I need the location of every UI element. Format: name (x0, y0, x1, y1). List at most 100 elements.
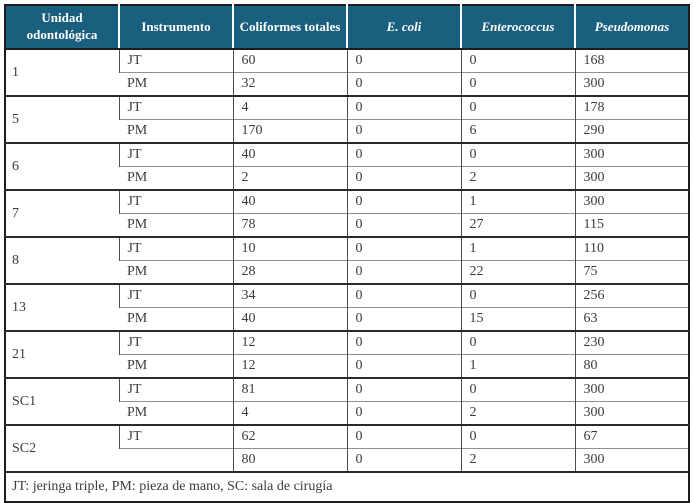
instrument-cell: JT (118, 142, 233, 167)
enterococcus-cell: 0 (460, 95, 575, 120)
ecoli-cell: 0 (346, 354, 461, 378)
table-row: PM 40 0 15 63 (5, 307, 689, 331)
coliformes-cell: 62 (232, 424, 347, 449)
coliformes-cell: 12 (232, 354, 347, 378)
column-header-0: Unidad odontológica (5, 5, 119, 50)
table-row: 7 JT 40 0 1 300 (5, 189, 689, 237)
instrument-cell: JT (118, 330, 233, 355)
pseudomonas-cell: 300 (574, 448, 689, 472)
pseudomonas-cell: 230 (574, 330, 689, 355)
pseudomonas-cell: 300 (574, 166, 689, 190)
instrument-cell: JT (118, 424, 233, 449)
coliformes-cell: 40 (232, 189, 347, 214)
enterococcus-cell: 27 (460, 213, 575, 237)
pseudomonas-cell: 300 (574, 72, 689, 96)
instrument-cell: PM (119, 401, 233, 425)
pseudomonas-cell: 63 (574, 307, 689, 331)
enterococcus-cell: 0 (460, 330, 575, 355)
enterococcus-cell: 0 (460, 424, 575, 449)
enterococcus-cell: 1 (460, 236, 575, 261)
ecoli-cell: 0 (346, 189, 461, 214)
table-row: PM 170 0 6 290 (5, 119, 689, 143)
ecoli-cell: 0 (346, 166, 461, 190)
table-row: PM 2 0 2 300 (5, 166, 689, 190)
pseudomonas-cell: 110 (574, 236, 689, 261)
ecoli-cell: 0 (346, 283, 461, 308)
pseudomonas-cell: 75 (574, 260, 689, 284)
enterococcus-cell: 2 (460, 401, 575, 425)
instrument-cell: JT (118, 189, 233, 214)
column-header-2: Coliformes totales (232, 5, 347, 50)
enterococcus-cell: 0 (460, 142, 575, 167)
coliformes-cell: 12 (232, 330, 347, 355)
table-row: 1 JT 60 0 0 168 (5, 48, 689, 96)
coliformes-cell: 40 (232, 307, 347, 331)
enterococcus-cell: 0 (460, 72, 575, 96)
pseudomonas-cell: 300 (574, 142, 689, 167)
table-header: Unidad odontológica Instrumento Coliformes… (5, 5, 689, 50)
header-row: Unidad odontológica Instrumento Coliformes… (5, 5, 689, 50)
instrument-cell: JT (118, 283, 233, 308)
pseudomonas-cell: 67 (574, 424, 689, 449)
coliformes-cell: 60 (232, 48, 347, 73)
enterococcus-cell: 1 (460, 354, 575, 378)
unit-cell: 7 (5, 189, 119, 237)
enterococcus-cell: 1 (460, 189, 575, 214)
table-row: PM 12 0 1 80 (5, 354, 689, 378)
table-row: PM 4 0 2 300 (5, 401, 689, 425)
table-row: PM 78 0 27 115 (5, 213, 689, 237)
ecoli-cell: 0 (346, 307, 461, 331)
microbial-counts-table: Unidad odontológica Instrumento Coliformes… (4, 4, 690, 503)
pseudomonas-cell: 300 (574, 189, 689, 214)
ecoli-cell: 0 (346, 401, 461, 425)
instrument-cell: JT (118, 48, 233, 73)
instrument-cell: PM (119, 166, 233, 190)
footnote: JT: jeringa triple, PM: pieza de mano, S… (5, 471, 689, 502)
table-footer: JT: jeringa triple, PM: pieza de mano, S… (5, 471, 689, 502)
enterococcus-cell: 15 (460, 307, 575, 331)
ecoli-cell: 0 (346, 330, 461, 355)
ecoli-cell: 0 (346, 95, 461, 120)
footnote-row: JT: jeringa triple, PM: pieza de mano, S… (5, 471, 689, 502)
coliformes-cell: 80 (232, 448, 347, 472)
unit-cell: 21 (5, 330, 119, 378)
table-body: 1 JT 60 0 0 168 PM 32 0 0 300 5 JT 4 0 0 178 PM 170 0 6 290 6 J… (5, 48, 689, 472)
coliformes-cell: 34 (232, 283, 347, 308)
coliformes-cell: 4 (232, 401, 347, 425)
column-header-4: Enterococcus (460, 5, 575, 50)
table-row: SC2 JT 62 0 0 67 (5, 424, 689, 472)
instrument-cell: JT (118, 377, 233, 402)
instrument-cell: JT (118, 236, 233, 261)
ecoli-cell: 0 (346, 72, 461, 96)
coliformes-cell: 78 (232, 213, 347, 237)
column-header-1: Instrumento (118, 5, 233, 50)
pseudomonas-cell: 256 (574, 283, 689, 308)
table-row: PM 32 0 0 300 (5, 72, 689, 96)
unit-cell: SC2 (5, 424, 119, 472)
paper-table-page: Unidad odontológica Instrumento Coliformes… (4, 4, 690, 503)
enterococcus-cell: 0 (460, 283, 575, 308)
enterococcus-cell: 6 (460, 119, 575, 143)
column-header-5: Pseudomonas (574, 5, 689, 50)
enterococcus-cell: 0 (460, 48, 575, 73)
table-row: SC1 JT 81 0 0 300 (5, 377, 689, 425)
pseudomonas-cell: 80 (574, 354, 689, 378)
table-row: 5 JT 4 0 0 178 (5, 95, 689, 143)
table-row: PM 28 0 22 75 (5, 260, 689, 284)
unit-cell: 1 (5, 48, 119, 96)
coliformes-cell: 2 (232, 166, 347, 190)
pseudomonas-cell: 300 (574, 377, 689, 402)
table-row: 13 JT 34 0 0 256 (5, 283, 689, 331)
instrument-cell: PM (119, 307, 233, 331)
ecoli-cell: 0 (346, 424, 461, 449)
column-header-3: E. coli (346, 5, 461, 50)
table-row: 8 JT 10 0 1 110 (5, 236, 689, 284)
instrument-cell: PM (119, 354, 233, 378)
coliformes-cell: 170 (232, 119, 347, 143)
coliformes-cell: 28 (232, 260, 347, 284)
pseudomonas-cell: 300 (574, 401, 689, 425)
ecoli-cell: 0 (346, 48, 461, 73)
table-row: 21 JT 12 0 0 230 (5, 330, 689, 378)
pseudomonas-cell: 115 (574, 213, 689, 237)
instrument-cell: PM (119, 72, 233, 96)
